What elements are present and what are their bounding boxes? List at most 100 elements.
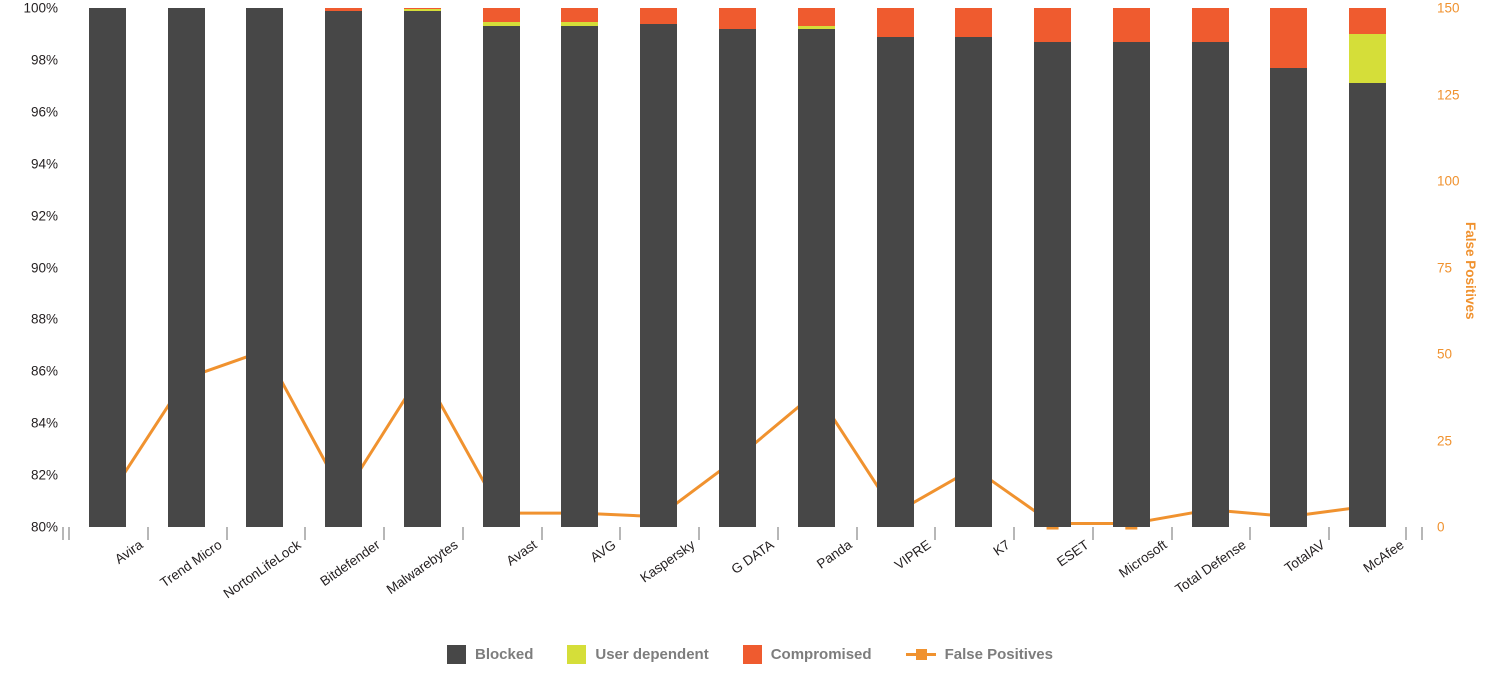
- bar-segment-compromised[interactable]: [1349, 8, 1387, 34]
- bar-segment-compromised[interactable]: [561, 8, 599, 23]
- bar-segment-blocked[interactable]: [88, 8, 126, 527]
- legend-square-marker: [915, 649, 927, 660]
- x-axis-category-label-text: McAfee: [1360, 537, 1407, 576]
- x-axis-tick: [776, 527, 779, 540]
- bar-segment-blocked[interactable]: [640, 23, 678, 527]
- x-axis-tick: [225, 527, 228, 540]
- x-axis-tick: [304, 527, 307, 540]
- x-axis-tick: [934, 527, 937, 540]
- bar-stack[interactable]: [640, 8, 678, 527]
- x-axis-category-label-text: G DATA: [727, 537, 777, 577]
- bar-segment-blocked[interactable]: [876, 36, 914, 527]
- legend-swatch: [567, 645, 587, 664]
- bar-stack[interactable]: [797, 8, 835, 527]
- y-axis-right-tick-label: 125: [1437, 87, 1460, 102]
- bar-segment-blocked[interactable]: [955, 36, 993, 527]
- legend-item[interactable]: False Positives: [905, 645, 1053, 664]
- bar-segment-user-dependent[interactable]: [403, 9, 441, 11]
- y-axis-left-tick-label: 100%: [23, 0, 58, 16]
- legend-item[interactable]: User dependent: [567, 645, 709, 664]
- bar-segment-blocked[interactable]: [797, 28, 835, 527]
- x-axis-category-label-text: AVG: [587, 537, 619, 566]
- bar-stack[interactable]: [482, 8, 520, 527]
- bar-segment-compromised[interactable]: [955, 8, 993, 37]
- bar-segment-blocked[interactable]: [1112, 41, 1150, 527]
- x-axis-category-label-text: K7: [990, 537, 1013, 559]
- x-axis-tick: [698, 527, 701, 540]
- bar-stack[interactable]: [246, 8, 284, 527]
- x-axis-tick: [461, 527, 464, 540]
- bar-stack[interactable]: [1349, 8, 1387, 527]
- y-axis-left-tick-label: 80%: [30, 519, 58, 535]
- legend-label: False Positives: [944, 646, 1053, 663]
- bar-segment-compromised[interactable]: [325, 8, 363, 11]
- bar-segment-compromised[interactable]: [640, 8, 678, 24]
- bar-segment-blocked[interactable]: [167, 8, 205, 527]
- bar-segment-user-dependent[interactable]: [797, 26, 835, 29]
- bar-segment-blocked[interactable]: [719, 28, 756, 527]
- bar-segment-compromised[interactable]: [797, 8, 835, 27]
- y-axis-left-tick-label: 88%: [30, 311, 58, 327]
- y-axis-right-tick: [1421, 527, 1423, 540]
- bar-stack[interactable]: [1034, 8, 1072, 527]
- x-axis-category-label-text: ESET: [1053, 537, 1092, 570]
- bar-segment-blocked[interactable]: [561, 26, 599, 527]
- bar-stack[interactable]: [167, 8, 205, 527]
- x-axis-category-label-text: Avira: [112, 537, 146, 567]
- y-axis-left-tick-label: 98%: [30, 52, 58, 68]
- legend-swatch: [742, 645, 762, 664]
- bar-stack[interactable]: [1270, 8, 1308, 527]
- x-axis-tick: [1328, 527, 1331, 540]
- legend-label: User dependent: [595, 646, 709, 663]
- legend-item[interactable]: Blocked: [447, 645, 533, 664]
- bar-segment-user-dependent[interactable]: [561, 22, 599, 27]
- bar-segment-blocked[interactable]: [325, 10, 363, 527]
- bar-segment-compromised[interactable]: [1112, 8, 1150, 42]
- x-axis-tick: [383, 527, 386, 540]
- bar-stack[interactable]: [719, 8, 756, 527]
- bar-stack[interactable]: [876, 8, 914, 527]
- bar-segment-blocked[interactable]: [1191, 41, 1229, 527]
- x-axis-category-label-text: Microsoft: [1116, 537, 1170, 581]
- bar-segment-compromised[interactable]: [876, 8, 914, 37]
- x-axis-tick: [1405, 527, 1407, 540]
- x-axis-category-label-text: Panda: [814, 537, 855, 572]
- bar-segment-compromised[interactable]: [1191, 8, 1229, 42]
- bar-segment-blocked[interactable]: [1349, 83, 1387, 527]
- y-axis-left-tick: [62, 527, 64, 540]
- y-axis-left-tick-label: 94%: [30, 156, 58, 172]
- x-axis-tick: [1170, 527, 1173, 540]
- y-axis-left-tick-label: 82%: [30, 467, 58, 483]
- bar-stack[interactable]: [955, 8, 993, 527]
- bar-segment-blocked[interactable]: [246, 8, 284, 527]
- bar-stack[interactable]: [1112, 8, 1150, 527]
- y-axis-right-tick-label: 0: [1437, 519, 1445, 535]
- bar-segment-user-dependent[interactable]: [482, 22, 520, 27]
- y-axis-right-tick-label: 150: [1437, 0, 1460, 16]
- bar-segment-compromised[interactable]: [403, 8, 441, 10]
- bar-segment-blocked[interactable]: [1270, 67, 1308, 527]
- bar-segment-compromised[interactable]: [1034, 8, 1072, 42]
- x-axis-category-label-text: Total Defense: [1172, 537, 1249, 597]
- bar-segment-blocked[interactable]: [403, 10, 441, 527]
- legend-item[interactable]: Compromised: [742, 645, 872, 664]
- bar-segment-compromised[interactable]: [719, 8, 756, 29]
- bar-stack[interactable]: [1191, 8, 1229, 527]
- bar-stack[interactable]: [88, 8, 126, 527]
- bar-stack[interactable]: [325, 8, 363, 527]
- bar-segment-blocked[interactable]: [1034, 41, 1072, 527]
- y-axis-right-tick-label: 75: [1437, 260, 1453, 275]
- bar-stack[interactable]: [561, 8, 599, 527]
- y-axis-right-tick-label: 50: [1437, 346, 1453, 362]
- bar-segment-compromised[interactable]: [482, 8, 520, 23]
- bar-segment-blocked[interactable]: [482, 26, 520, 527]
- bar-stack[interactable]: [403, 8, 441, 527]
- x-axis-tick: [1013, 527, 1016, 540]
- chart-legend: Blocked User dependent Compromised False Po…: [0, 645, 1500, 664]
- x-axis-category-label-text: Trend Micro: [157, 537, 225, 591]
- x-axis-category-label-text: VIPRE: [891, 537, 934, 573]
- bar-segment-compromised[interactable]: [1270, 8, 1308, 68]
- legend-label: Blocked: [475, 646, 534, 663]
- bar-segment-user-dependent[interactable]: [1349, 33, 1387, 84]
